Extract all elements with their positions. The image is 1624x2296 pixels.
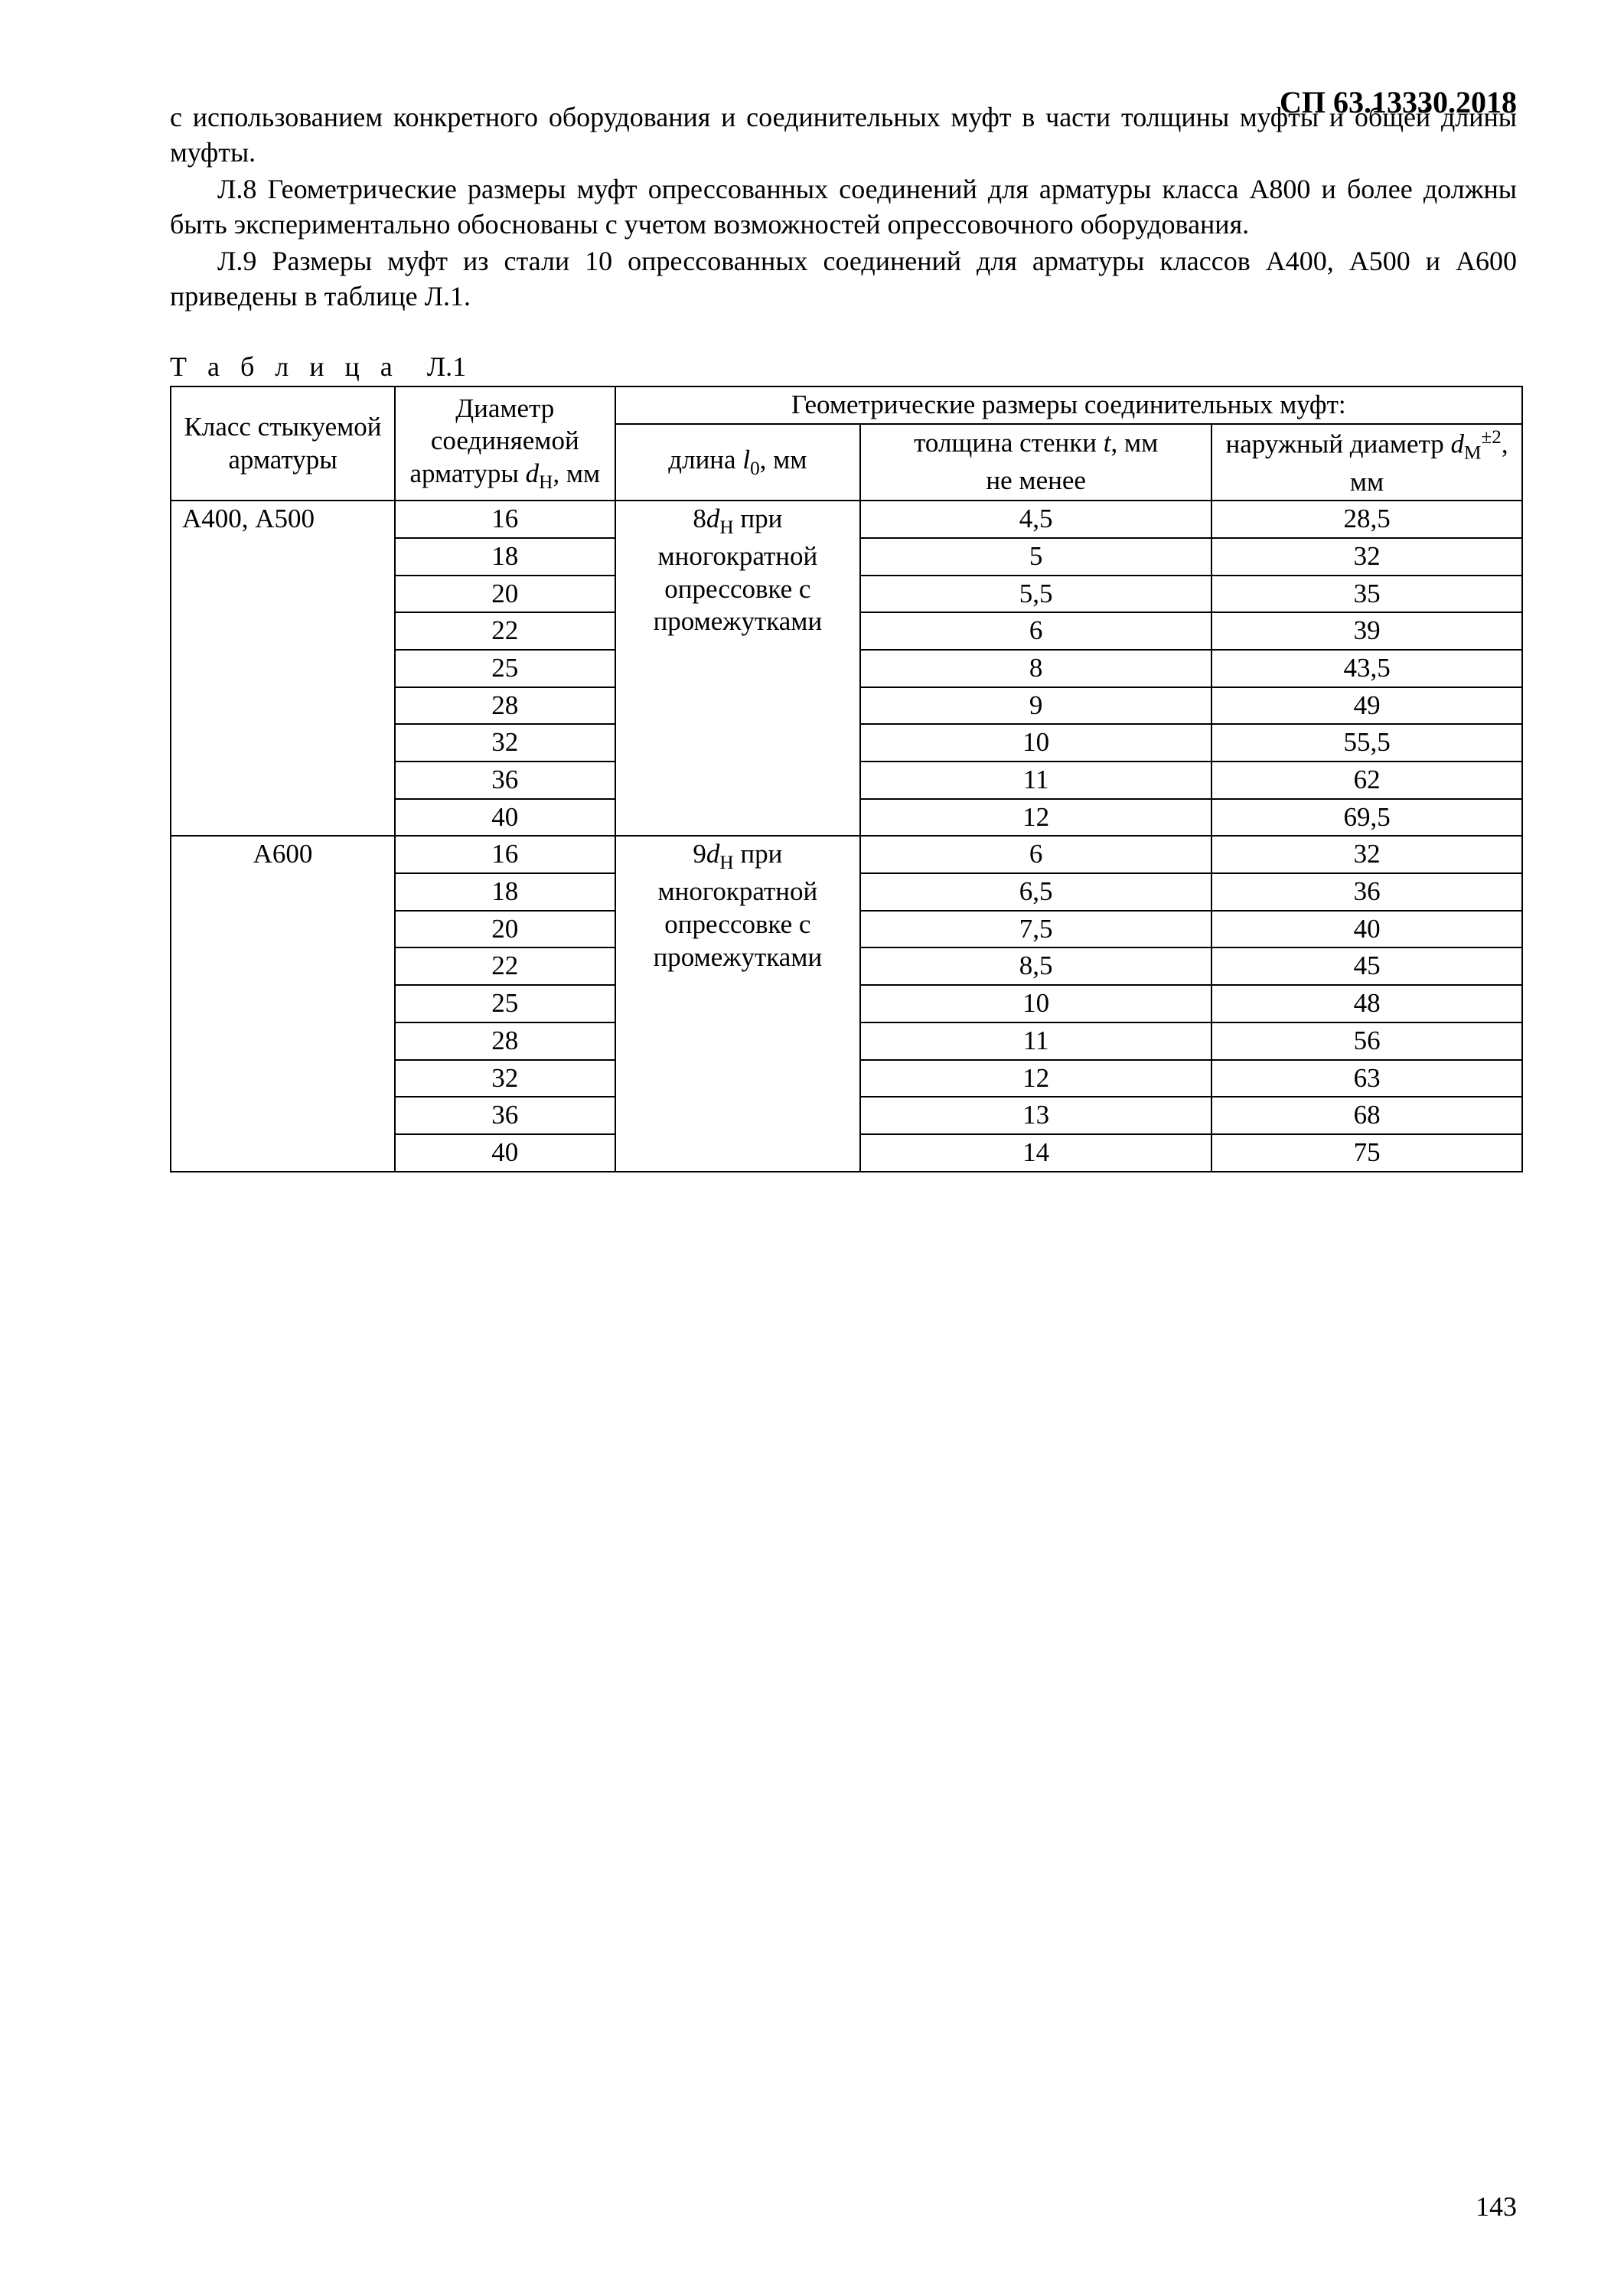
cell-t: 9 <box>860 687 1211 725</box>
table-row: А400, А500 16 8dН при многократной опрес… <box>171 501 1522 538</box>
cell-D: 48 <box>1211 985 1522 1022</box>
cell-d: 40 <box>395 799 615 837</box>
cell-D: 28,5 <box>1211 501 1522 538</box>
table-header-row: Класс стыкуемой арматуры Диаметр соединя… <box>171 386 1522 424</box>
cell-d: 28 <box>395 687 615 725</box>
cell-d: 18 <box>395 873 615 911</box>
cell-t: 12 <box>860 799 1211 837</box>
cell-D: 49 <box>1211 687 1522 725</box>
cell-t: 5,5 <box>860 576 1211 613</box>
page-number: 143 <box>1476 2190 1517 2223</box>
cell-d: 40 <box>395 1134 615 1172</box>
cell-d: 32 <box>395 1060 615 1097</box>
th-diameter: Диаметр соединяемой арматуры dН, мм <box>395 386 615 501</box>
cell-D: 36 <box>1211 873 1522 911</box>
cell-D: 45 <box>1211 947 1522 985</box>
th-class: Класс стыкуемой арматуры <box>171 386 395 501</box>
cell-t: 6,5 <box>860 873 1211 911</box>
cell-t: 5 <box>860 538 1211 576</box>
cell-t: 7,5 <box>860 911 1211 948</box>
th-not-less: не менее <box>860 462 1211 501</box>
cell-t: 8 <box>860 650 1211 687</box>
cell-D: 43,5 <box>1211 650 1522 687</box>
th-length: длина l0, мм <box>615 424 861 501</box>
cell-d: 36 <box>395 1097 615 1134</box>
cell-D: 55,5 <box>1211 724 1522 762</box>
cell-d: 25 <box>395 650 615 687</box>
th-geom: Геометрические размеры соединительных му… <box>615 386 1522 424</box>
cell-t: 13 <box>860 1097 1211 1134</box>
paragraph-continuation: с использованием конкретного оборудовани… <box>170 99 1517 170</box>
cell-D: 35 <box>1211 576 1522 613</box>
cell-D: 69,5 <box>1211 799 1522 837</box>
cell-D: 75 <box>1211 1134 1522 1172</box>
cell-t: 11 <box>860 1022 1211 1060</box>
cell-D: 63 <box>1211 1060 1522 1097</box>
cell-d: 22 <box>395 612 615 650</box>
cell-t: 11 <box>860 762 1211 799</box>
cell-t: 10 <box>860 724 1211 762</box>
table-l1: Класс стыкуемой арматуры Диаметр соединя… <box>170 386 1523 1172</box>
cell-class: А600 <box>171 836 395 1171</box>
cell-D: 56 <box>1211 1022 1522 1060</box>
cell-length-note: 9dН при многократной опрессовке с промеж… <box>615 836 861 1171</box>
cell-d: 18 <box>395 538 615 576</box>
cell-D: 62 <box>1211 762 1522 799</box>
cell-length-note: 8dН при многократной опрессовке с промеж… <box>615 501 861 836</box>
cell-d: 16 <box>395 836 615 873</box>
cell-D: 39 <box>1211 612 1522 650</box>
cell-d: 20 <box>395 911 615 948</box>
cell-d: 20 <box>395 576 615 613</box>
cell-d: 16 <box>395 501 615 538</box>
cell-D: 68 <box>1211 1097 1522 1134</box>
cell-class: А400, А500 <box>171 501 395 836</box>
cell-t: 8,5 <box>860 947 1211 985</box>
paragraph-l9: Л.9 Размеры муфт из стали 10 опрессованн… <box>170 243 1517 314</box>
cell-d: 36 <box>395 762 615 799</box>
th-outer-diam: наружный диаметр dМ±2, мм <box>1211 424 1522 501</box>
cell-t: 4,5 <box>860 501 1211 538</box>
table-caption: Т а б л и ц а Л.1 <box>170 351 1523 383</box>
cell-d: 22 <box>395 947 615 985</box>
cell-D: 32 <box>1211 836 1522 873</box>
th-thickness: толщина стенки t, мм <box>860 424 1211 462</box>
cell-D: 40 <box>1211 911 1522 948</box>
cell-t: 12 <box>860 1060 1211 1097</box>
cell-t: 10 <box>860 985 1211 1022</box>
cell-d: 32 <box>395 724 615 762</box>
table-row: А600 16 9dН при многократной опрессовке … <box>171 836 1522 873</box>
table-caption-number: Л.1 <box>427 351 466 382</box>
table-caption-label: Т а б л и ц а <box>170 351 399 382</box>
cell-t: 6 <box>860 612 1211 650</box>
cell-d: 25 <box>395 985 615 1022</box>
cell-D: 32 <box>1211 538 1522 576</box>
cell-d: 28 <box>395 1022 615 1060</box>
cell-t: 6 <box>860 836 1211 873</box>
cell-t: 14 <box>860 1134 1211 1172</box>
page-content: с использованием конкретного оборудовани… <box>170 99 1523 1172</box>
paragraph-l8: Л.8 Геометрические размеры муфт опрессов… <box>170 171 1517 242</box>
